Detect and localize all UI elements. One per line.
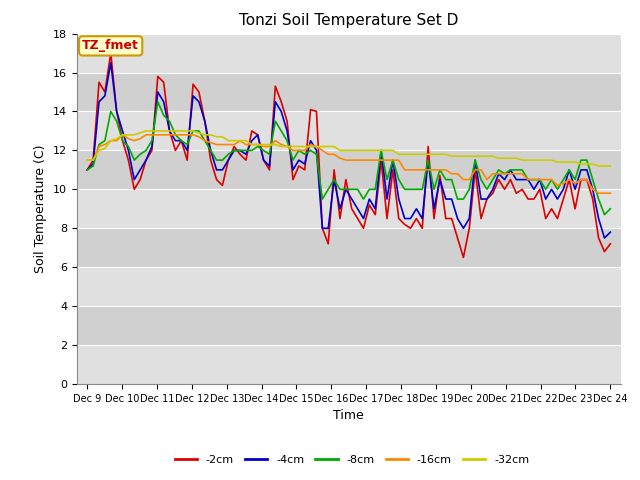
Legend: -2cm, -4cm, -8cm, -16cm, -32cm: -2cm, -4cm, -8cm, -16cm, -32cm — [170, 451, 534, 469]
X-axis label: Time: Time — [333, 409, 364, 422]
Bar — [77, 345, 621, 384]
Bar — [77, 72, 621, 111]
Bar — [77, 111, 621, 150]
Bar — [77, 150, 621, 189]
Bar — [77, 189, 621, 228]
Bar — [77, 34, 621, 72]
Title: Tonzi Soil Temperature Set D: Tonzi Soil Temperature Set D — [239, 13, 458, 28]
Bar — [77, 228, 621, 267]
Y-axis label: Soil Temperature (C): Soil Temperature (C) — [35, 144, 47, 273]
Bar — [77, 267, 621, 306]
Text: TZ_fmet: TZ_fmet — [82, 39, 139, 52]
Bar — [77, 306, 621, 345]
